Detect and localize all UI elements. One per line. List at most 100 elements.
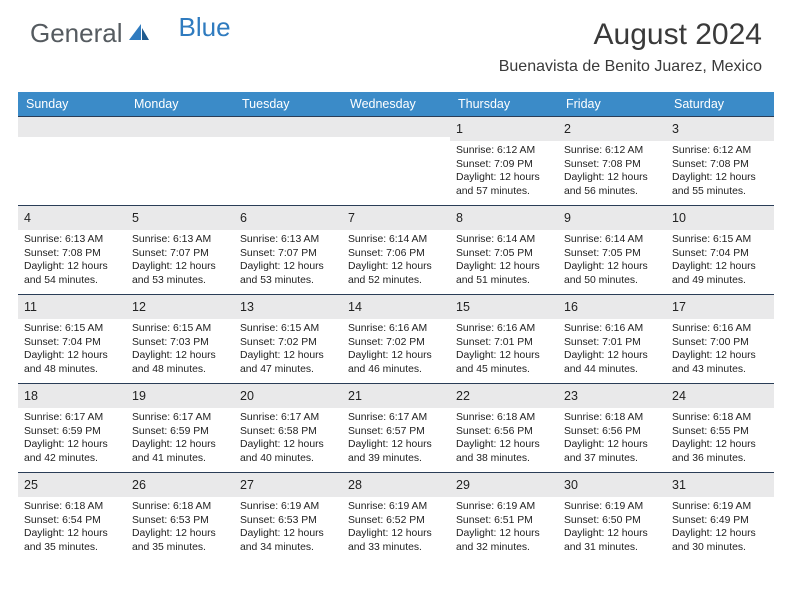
daylight-text-1: Daylight: 12 hours bbox=[24, 349, 120, 363]
daylight-text-1: Daylight: 12 hours bbox=[456, 260, 552, 274]
sunset-text: Sunset: 6:59 PM bbox=[132, 425, 228, 439]
day-number-bar: 20 bbox=[234, 384, 342, 408]
day-number-bar: 26 bbox=[126, 473, 234, 497]
daylight-text-1: Daylight: 12 hours bbox=[672, 260, 768, 274]
daylight-text-2: and 32 minutes. bbox=[456, 541, 552, 555]
sunset-text: Sunset: 7:07 PM bbox=[240, 247, 336, 261]
day-cell: 17Sunrise: 6:16 AMSunset: 7:00 PMDayligh… bbox=[666, 295, 774, 383]
sunset-text: Sunset: 7:08 PM bbox=[672, 158, 768, 172]
sunrise-text: Sunrise: 6:14 AM bbox=[456, 233, 552, 247]
day-cell: 25Sunrise: 6:18 AMSunset: 6:54 PMDayligh… bbox=[18, 473, 126, 561]
weekday-header: Friday bbox=[558, 92, 666, 116]
day-number: 16 bbox=[564, 300, 578, 314]
sunset-text: Sunset: 7:02 PM bbox=[348, 336, 444, 350]
daylight-text-2: and 53 minutes. bbox=[240, 274, 336, 288]
sunrise-text: Sunrise: 6:17 AM bbox=[132, 411, 228, 425]
day-content: Sunrise: 6:14 AMSunset: 7:05 PMDaylight:… bbox=[558, 230, 666, 294]
daylight-text-1: Daylight: 12 hours bbox=[24, 438, 120, 452]
sunrise-text: Sunrise: 6:16 AM bbox=[672, 322, 768, 336]
daylight-text-2: and 48 minutes. bbox=[24, 363, 120, 377]
sunrise-text: Sunrise: 6:18 AM bbox=[672, 411, 768, 425]
day-number: 2 bbox=[564, 122, 571, 136]
sunset-text: Sunset: 7:07 PM bbox=[132, 247, 228, 261]
day-number: 27 bbox=[240, 478, 254, 492]
sunrise-text: Sunrise: 6:19 AM bbox=[564, 500, 660, 514]
day-number-bar: 29 bbox=[450, 473, 558, 497]
daylight-text-1: Daylight: 12 hours bbox=[564, 349, 660, 363]
daylight-text-2: and 35 minutes. bbox=[132, 541, 228, 555]
day-number-bar: 9 bbox=[558, 206, 666, 230]
sunset-text: Sunset: 7:06 PM bbox=[348, 247, 444, 261]
day-number-bar: 17 bbox=[666, 295, 774, 319]
sunset-text: Sunset: 7:00 PM bbox=[672, 336, 768, 350]
daylight-text-2: and 57 minutes. bbox=[456, 185, 552, 199]
day-number-bar: 15 bbox=[450, 295, 558, 319]
sunset-text: Sunset: 6:55 PM bbox=[672, 425, 768, 439]
day-number-bar bbox=[342, 117, 450, 137]
day-content: Sunrise: 6:17 AMSunset: 6:57 PMDaylight:… bbox=[342, 408, 450, 472]
day-number: 1 bbox=[456, 122, 463, 136]
day-content: Sunrise: 6:13 AMSunset: 7:08 PMDaylight:… bbox=[18, 230, 126, 294]
day-content: Sunrise: 6:17 AMSunset: 6:59 PMDaylight:… bbox=[126, 408, 234, 472]
weekday-header: Sunday bbox=[18, 92, 126, 116]
week-row: 18Sunrise: 6:17 AMSunset: 6:59 PMDayligh… bbox=[18, 383, 774, 472]
sunrise-text: Sunrise: 6:15 AM bbox=[672, 233, 768, 247]
daylight-text-2: and 37 minutes. bbox=[564, 452, 660, 466]
day-cell: 13Sunrise: 6:15 AMSunset: 7:02 PMDayligh… bbox=[234, 295, 342, 383]
logo-sail-icon bbox=[125, 18, 151, 49]
day-content: Sunrise: 6:18 AMSunset: 6:56 PMDaylight:… bbox=[558, 408, 666, 472]
sunset-text: Sunset: 7:05 PM bbox=[456, 247, 552, 261]
day-cell: 23Sunrise: 6:18 AMSunset: 6:56 PMDayligh… bbox=[558, 384, 666, 472]
daylight-text-1: Daylight: 12 hours bbox=[672, 171, 768, 185]
day-cell: 21Sunrise: 6:17 AMSunset: 6:57 PMDayligh… bbox=[342, 384, 450, 472]
day-content: Sunrise: 6:14 AMSunset: 7:05 PMDaylight:… bbox=[450, 230, 558, 294]
daylight-text-2: and 34 minutes. bbox=[240, 541, 336, 555]
day-cell: 15Sunrise: 6:16 AMSunset: 7:01 PMDayligh… bbox=[450, 295, 558, 383]
day-number-bar: 13 bbox=[234, 295, 342, 319]
sunset-text: Sunset: 7:04 PM bbox=[24, 336, 120, 350]
weekday-header: Thursday bbox=[450, 92, 558, 116]
day-number-bar: 23 bbox=[558, 384, 666, 408]
day-cell: 9Sunrise: 6:14 AMSunset: 7:05 PMDaylight… bbox=[558, 206, 666, 294]
day-cell bbox=[342, 117, 450, 205]
day-cell bbox=[234, 117, 342, 205]
day-number-bar: 5 bbox=[126, 206, 234, 230]
day-content: Sunrise: 6:15 AMSunset: 7:02 PMDaylight:… bbox=[234, 319, 342, 383]
day-number: 6 bbox=[240, 211, 247, 225]
day-number-bar: 24 bbox=[666, 384, 774, 408]
day-cell: 29Sunrise: 6:19 AMSunset: 6:51 PMDayligh… bbox=[450, 473, 558, 561]
daylight-text-1: Daylight: 12 hours bbox=[240, 260, 336, 274]
sunset-text: Sunset: 6:49 PM bbox=[672, 514, 768, 528]
sunrise-text: Sunrise: 6:17 AM bbox=[24, 411, 120, 425]
day-cell: 7Sunrise: 6:14 AMSunset: 7:06 PMDaylight… bbox=[342, 206, 450, 294]
day-cell: 12Sunrise: 6:15 AMSunset: 7:03 PMDayligh… bbox=[126, 295, 234, 383]
daylight-text-1: Daylight: 12 hours bbox=[348, 438, 444, 452]
daylight-text-1: Daylight: 12 hours bbox=[456, 171, 552, 185]
sunrise-text: Sunrise: 6:18 AM bbox=[132, 500, 228, 514]
day-number: 20 bbox=[240, 389, 254, 403]
day-content: Sunrise: 6:19 AMSunset: 6:53 PMDaylight:… bbox=[234, 497, 342, 561]
day-content: Sunrise: 6:12 AMSunset: 7:08 PMDaylight:… bbox=[666, 141, 774, 205]
day-number: 22 bbox=[456, 389, 470, 403]
sunrise-text: Sunrise: 6:19 AM bbox=[240, 500, 336, 514]
sunrise-text: Sunrise: 6:13 AM bbox=[240, 233, 336, 247]
daylight-text-2: and 41 minutes. bbox=[132, 452, 228, 466]
day-content: Sunrise: 6:15 AMSunset: 7:03 PMDaylight:… bbox=[126, 319, 234, 383]
day-number-bar bbox=[18, 117, 126, 137]
daylight-text-1: Daylight: 12 hours bbox=[24, 260, 120, 274]
daylight-text-2: and 33 minutes. bbox=[348, 541, 444, 555]
sunset-text: Sunset: 6:50 PM bbox=[564, 514, 660, 528]
sunrise-text: Sunrise: 6:14 AM bbox=[348, 233, 444, 247]
daylight-text-2: and 49 minutes. bbox=[672, 274, 768, 288]
sunset-text: Sunset: 7:03 PM bbox=[132, 336, 228, 350]
day-cell bbox=[18, 117, 126, 205]
day-number-bar: 10 bbox=[666, 206, 774, 230]
sunset-text: Sunset: 6:51 PM bbox=[456, 514, 552, 528]
sunrise-text: Sunrise: 6:15 AM bbox=[132, 322, 228, 336]
day-number: 7 bbox=[348, 211, 355, 225]
day-number: 14 bbox=[348, 300, 362, 314]
day-content: Sunrise: 6:16 AMSunset: 7:00 PMDaylight:… bbox=[666, 319, 774, 383]
daylight-text-1: Daylight: 12 hours bbox=[672, 438, 768, 452]
sunrise-text: Sunrise: 6:12 AM bbox=[564, 144, 660, 158]
daylight-text-1: Daylight: 12 hours bbox=[564, 171, 660, 185]
